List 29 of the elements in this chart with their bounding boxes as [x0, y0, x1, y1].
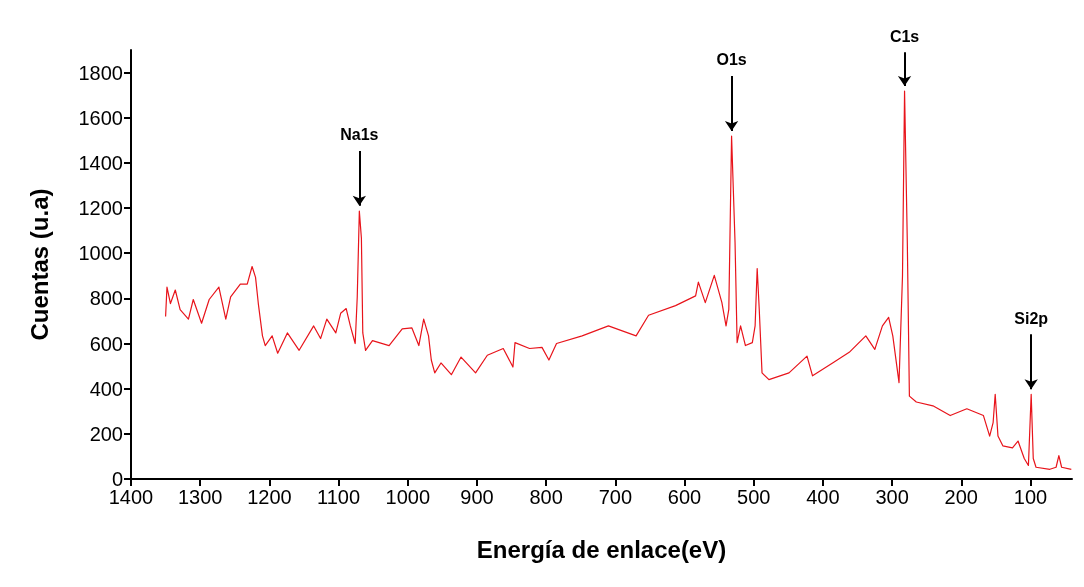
x-tick-label: 100 [1013, 486, 1048, 508]
x-tick-label: 600 [667, 486, 702, 508]
y-tick-label: 1400 [78, 151, 123, 174]
x-tick-label: 400 [806, 486, 840, 508]
y-tick-label: 1200 [78, 197, 123, 220]
x-tick-label: 1100 [317, 486, 361, 508]
x-axis-title: Energía de enlace(eV) [476, 535, 727, 563]
line-series [165, 90, 1072, 470]
x-tick-label: 800 [529, 486, 563, 508]
y-tick-label: 1000 [78, 242, 123, 265]
annotation: C1s [889, 27, 920, 45]
y-tick-label: 200 [89, 422, 123, 445]
x-tick-label: 300 [875, 486, 909, 508]
annotation: Na1s [340, 126, 379, 144]
annotation: O1s [716, 51, 747, 69]
annotation: Si2p [1014, 309, 1049, 327]
y-tick-label: 800 [89, 287, 123, 310]
y-tick-label: 400 [89, 377, 123, 400]
y-tick-label: 1600 [78, 106, 123, 129]
x-tick-label: 1300 [177, 486, 223, 508]
x-tick-label: 900 [460, 486, 494, 508]
y-axis-title: Cuentas (u.a) [25, 188, 53, 341]
y-tick-label: 1800 [78, 61, 123, 84]
x-tick-label: 700 [598, 486, 633, 508]
x-tick-label: 500 [737, 486, 771, 508]
x-tick-label: 200 [944, 486, 978, 508]
x-tick-label: 1200 [247, 486, 292, 508]
y-tick-label: 600 [89, 332, 123, 355]
x-tick-label: 1000 [385, 486, 431, 508]
